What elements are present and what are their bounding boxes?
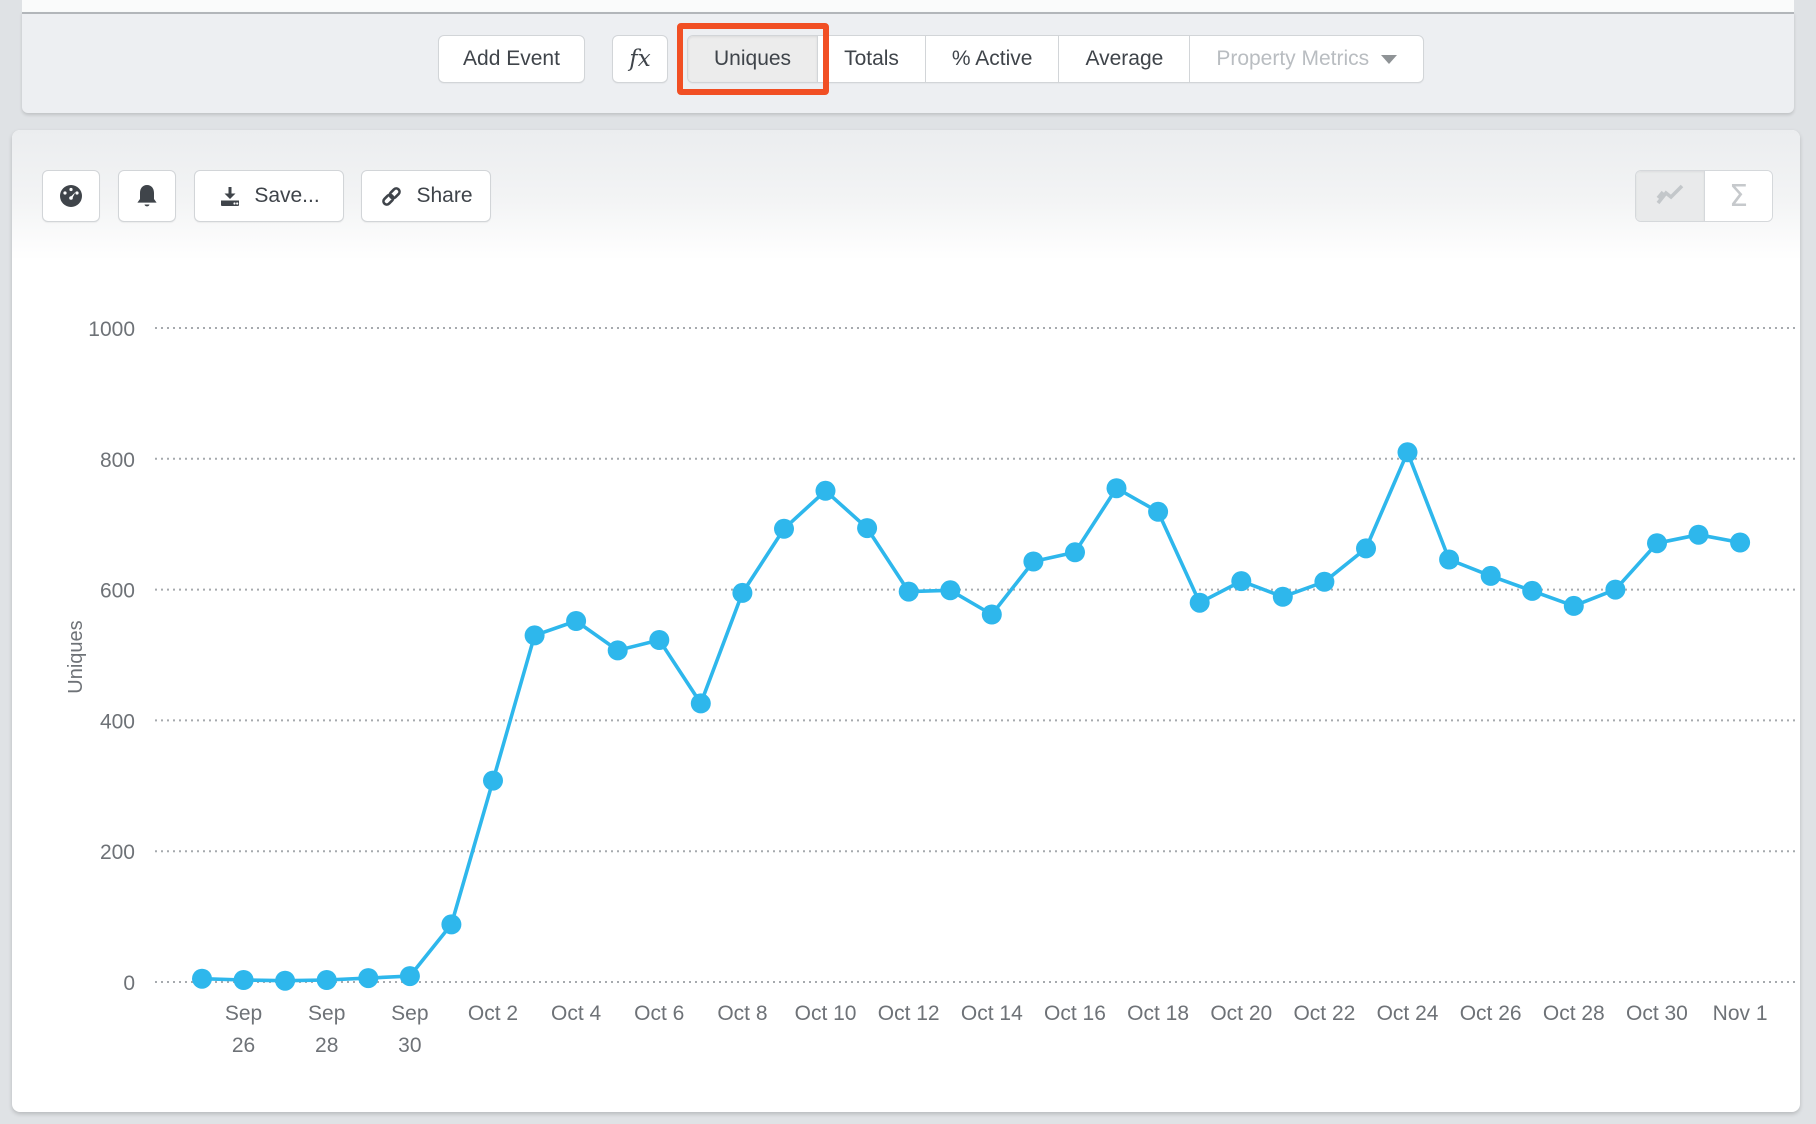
data-point-oct-3[interactable] [524, 625, 545, 646]
formula-fx-button[interactable]: fx [612, 35, 668, 83]
uniques-line-chart: 0 200 400 600 800 1000 Uniques Sep 26 Sep 28 Sep 30 O… [65, 318, 1795, 1057]
data-point-oct-26[interactable] [1480, 565, 1501, 586]
y-tick-label: 800 [100, 449, 135, 472]
x-tick-label: Oct 4 [551, 1002, 602, 1025]
bell-icon [134, 183, 160, 210]
data-point-oct-10[interactable] [815, 480, 836, 501]
line-chart-icon [1655, 183, 1685, 210]
x-tick-label: Oct 14 [961, 1002, 1023, 1025]
data-point-oct-17[interactable] [1106, 478, 1127, 499]
x-tick-label: Sep 28 [308, 1002, 345, 1057]
chevron-down-icon [1381, 54, 1398, 64]
metric-tab-label: Average [1085, 47, 1164, 70]
add-event-button[interactable]: Add Event [438, 35, 585, 83]
x-tick-label: Nov 1 [1713, 1002, 1768, 1025]
data-point-sep-30[interactable] [399, 966, 420, 987]
y-tick-label: 600 [100, 580, 135, 603]
data-point-nov-1[interactable] [1730, 532, 1751, 553]
metric-tab--active[interactable]: % Active [926, 36, 1060, 82]
data-point-oct-21[interactable] [1272, 586, 1293, 607]
metric-tabs-group: Uniques Totals % Active Average Property Met… [687, 35, 1425, 83]
x-tick-label: Oct 30 [1626, 1002, 1688, 1025]
metric-tab-label: Uniques [714, 47, 792, 70]
x-tick-label: Oct 12 [878, 1002, 940, 1025]
data-point-sep-26[interactable] [233, 970, 254, 990]
y-axis-title: Uniques [65, 620, 87, 693]
data-point-oct-13[interactable] [940, 580, 961, 601]
data-point-oct-22[interactable] [1314, 571, 1335, 592]
line-chart-view-button[interactable] [1636, 171, 1704, 221]
share-button-label: Share [416, 184, 473, 207]
data-point-oct-2[interactable] [483, 770, 503, 791]
data-point-oct-9[interactable] [774, 518, 794, 539]
link-icon [379, 184, 404, 209]
data-point-oct-4[interactable] [566, 611, 587, 631]
data-point-sep-28[interactable] [316, 970, 337, 990]
y-tick-label: 200 [100, 841, 135, 864]
data-point-oct-8[interactable] [732, 582, 753, 603]
metric-tab-label: % Active [951, 47, 1033, 70]
data-point-oct-31[interactable] [1688, 524, 1709, 545]
metric-tab-average[interactable]: Average [1059, 36, 1191, 82]
metric-tab-label: Totals [844, 47, 899, 70]
metric-tab-totals[interactable]: Totals [818, 36, 926, 82]
data-point-oct-6[interactable] [649, 630, 670, 650]
x-tick-label: Oct 28 [1543, 1002, 1605, 1025]
y-tick-label: 0 [123, 972, 135, 995]
data-point-oct-19[interactable] [1189, 592, 1210, 613]
data-point-oct-29[interactable] [1605, 579, 1626, 600]
data-point-oct-16[interactable] [1065, 542, 1085, 563]
speedometer-icon [57, 183, 85, 209]
data-point-oct-12[interactable] [898, 581, 919, 602]
share-button[interactable]: Share [361, 170, 491, 222]
sigma-icon: Σ [1729, 178, 1748, 214]
data-point-oct-20[interactable] [1231, 571, 1252, 592]
chart-panel: 0 200 400 600 800 1000 Uniques Sep 26 Sep 28 Sep 30 O… [12, 130, 1800, 1112]
x-tick-label: Oct 22 [1293, 1002, 1355, 1025]
x-tick-label: Sep 30 [391, 1002, 428, 1057]
data-point-sep-25[interactable] [192, 968, 212, 989]
alerts-bell-button[interactable] [118, 170, 176, 222]
save-button[interactable]: Save... [194, 170, 344, 222]
data-point-oct-28[interactable] [1563, 595, 1584, 616]
x-tick-label: Oct 10 [795, 1002, 857, 1025]
metric-tab-label: Property Metrics [1216, 47, 1370, 70]
data-point-oct-23[interactable] [1356, 538, 1376, 559]
data-point-oct-7[interactable] [690, 693, 711, 714]
x-tick-label: Sep 26 [225, 1002, 262, 1057]
data-point-sep-29[interactable] [358, 968, 379, 989]
data-point-oct-1[interactable] [441, 914, 462, 935]
data-point-oct-11[interactable] [857, 518, 878, 539]
x-tick-label: Oct 24 [1377, 1002, 1439, 1025]
x-tick-label: Oct 16 [1044, 1002, 1106, 1025]
metric-tab-uniques[interactable]: Uniques [688, 36, 819, 82]
chart-line [200, 450, 1742, 983]
summary-sigma-view-button[interactable]: Σ [1704, 171, 1772, 221]
top-header-strip [22, 0, 1794, 12]
data-point-oct-24[interactable] [1397, 442, 1418, 463]
chart-view-toggle: Σ [1635, 170, 1773, 222]
download-icon [218, 184, 242, 208]
data-point-oct-14[interactable] [981, 604, 1002, 625]
x-tick-label: Oct 6 [634, 1002, 684, 1025]
data-point-sep-27[interactable] [275, 970, 296, 991]
x-tick-label: Oct 20 [1210, 1002, 1272, 1025]
data-point-oct-5[interactable] [607, 640, 628, 661]
x-tick-label: Oct 8 [717, 1002, 767, 1025]
query-toolbar: Add Event fx Uniques Totals % Active Averag… [22, 12, 1794, 113]
x-tick-label: Oct 18 [1127, 1002, 1189, 1025]
y-tick-label: 400 [100, 710, 135, 733]
data-point-oct-18[interactable] [1148, 501, 1169, 522]
save-button-label: Save... [254, 184, 320, 207]
metric-tab-property-metrics[interactable]: Property Metrics [1190, 36, 1423, 82]
data-point-oct-25[interactable] [1439, 549, 1460, 570]
data-point-oct-30[interactable] [1647, 533, 1667, 554]
x-tick-label: Oct 26 [1460, 1002, 1522, 1025]
x-tick-label: Oct 2 [468, 1002, 518, 1025]
y-tick-label: 1000 [88, 318, 135, 341]
data-point-oct-15[interactable] [1023, 551, 1044, 572]
dashboard-gauge-button[interactable] [42, 170, 100, 222]
data-point-oct-27[interactable] [1522, 580, 1543, 601]
